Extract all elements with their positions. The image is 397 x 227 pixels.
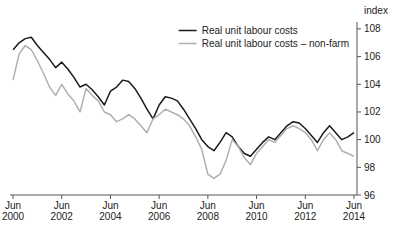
y-axis: 96 98 100 102 104 106 108	[357, 23, 381, 200]
y-tick-label: 106	[364, 51, 381, 62]
x-tick-label: Jun2008	[197, 200, 220, 222]
x-tick	[353, 195, 354, 199]
chart: 9698100102104106108indexJun2000Jun2002Ju…	[0, 0, 397, 227]
x-tick-label: Jun2006	[148, 200, 171, 222]
y-tick-label: 108	[364, 23, 381, 34]
legend: Real unit labour costs Real unit labour c…	[179, 25, 349, 49]
y-tick	[357, 139, 361, 140]
series-line	[13, 46, 354, 179]
x-axis: Jun2000 Jun2002 Jun2004 Jun2006 Jun2008 Jun20…	[2, 195, 366, 222]
y-tick-label: 100	[364, 134, 381, 145]
y-tick	[357, 195, 361, 196]
legend-label: Real unit labour costs	[202, 25, 298, 36]
x-tick	[110, 195, 111, 199]
y-tick-label: 102	[364, 106, 381, 117]
y-axis-line	[357, 22, 358, 195]
y-tick	[357, 84, 361, 85]
x-tick	[61, 195, 62, 199]
series-line	[13, 37, 354, 156]
x-tick-label: Jun2010	[245, 200, 268, 222]
legend-swatch	[179, 43, 197, 45]
x-tick	[207, 195, 208, 199]
x-tick	[305, 195, 306, 199]
x-tick	[13, 195, 14, 199]
legend-label: Real unit labour costs – non-farm	[202, 38, 349, 49]
y-tick	[357, 167, 361, 168]
y-tick-label: 104	[364, 79, 381, 90]
x-tick-label: Jun2000	[2, 200, 25, 222]
x-tick-label: Jun2012	[294, 200, 317, 222]
y-tick	[357, 56, 361, 57]
y-tick	[357, 28, 361, 29]
x-tick	[256, 195, 257, 199]
y-tick-label: 98	[364, 162, 376, 173]
legend-swatch	[179, 30, 197, 32]
y-tick	[357, 111, 361, 112]
x-tick-label: Jun2002	[51, 200, 74, 222]
x-tick-label: Jun2014	[343, 200, 366, 222]
y-axis-label: index	[364, 5, 388, 16]
lines	[13, 37, 354, 178]
x-tick	[159, 195, 160, 199]
y-tick-label: 96	[364, 190, 376, 201]
x-tick-label: Jun2004	[99, 200, 122, 222]
